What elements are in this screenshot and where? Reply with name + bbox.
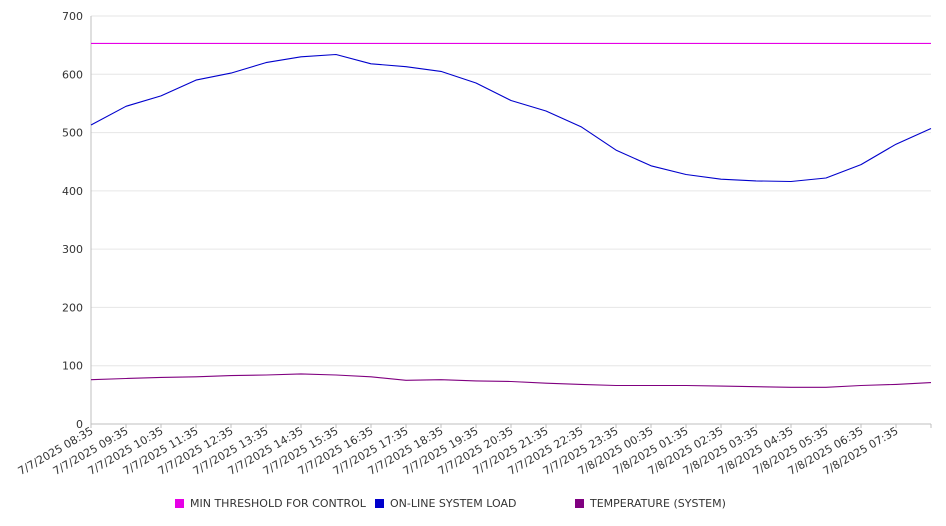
y-tick-label: 200 [62,301,83,314]
legend-label-min-threshold: MIN THRESHOLD FOR CONTROL [190,497,366,510]
legend-label-temperature: TEMPERATURE (SYSTEM) [590,497,726,510]
legend-item-temperature[interactable]: TEMPERATURE (SYSTEM) [575,497,726,510]
y-tick-label: 500 [62,127,83,140]
legend-item-system-load[interactable]: ON-LINE SYSTEM LOAD [375,497,516,510]
y-tick-label: 400 [62,185,83,198]
legend-item-min-threshold[interactable]: MIN THRESHOLD FOR CONTROL [175,497,366,510]
series-line-1 [90,53,932,183]
y-tick-label: 600 [62,68,83,81]
y-tick-labels: 0 100 200 300 400 500 600 700 [62,10,83,431]
y-tick-label: 0 [76,418,83,431]
series-lines [90,42,932,388]
chart-axes [90,16,932,428]
grid-lines [91,15,931,367]
chart-legend: MIN THRESHOLD FOR CONTROL ON-LINE SYSTEM… [0,497,946,515]
y-tick-label: 100 [62,360,83,373]
y-tick-label: 300 [62,243,83,256]
legend-swatch-temperature [575,499,584,508]
legend-swatch-min-threshold [175,499,184,508]
series-line-2 [90,373,932,388]
legend-swatch-system-load [375,499,384,508]
legend-label-system-load: ON-LINE SYSTEM LOAD [390,497,517,510]
y-tick-label: 700 [62,10,83,23]
x-tick-labels: 7/7/2025 08:357/7/2025 09:357/7/2025 10:… [16,424,901,478]
